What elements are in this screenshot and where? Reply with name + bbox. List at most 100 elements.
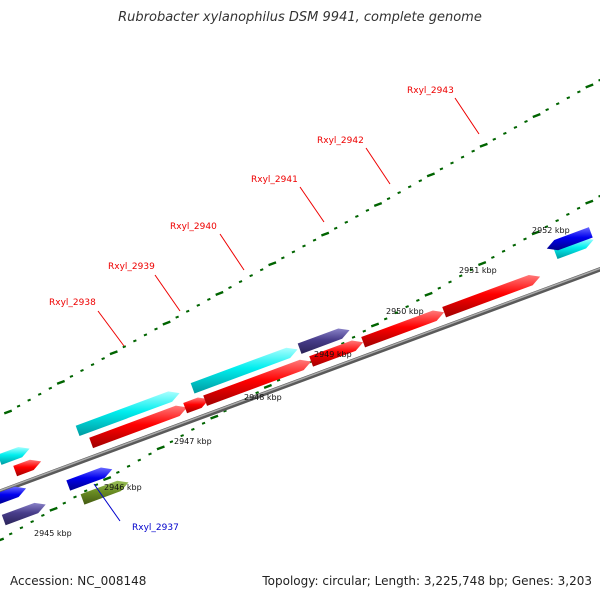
tick-mark <box>0 537 5 542</box>
tick-mark <box>460 155 465 159</box>
tick-mark <box>471 149 475 153</box>
tick-mark <box>585 199 594 205</box>
tick-mark <box>291 250 296 254</box>
tick-mark <box>210 414 219 420</box>
backbone-highlight <box>0 267 600 492</box>
tick-mark <box>477 261 487 267</box>
tick-mark <box>148 452 152 456</box>
tick-mark <box>102 476 112 482</box>
tick-mark <box>439 167 444 171</box>
tick-mark <box>255 391 259 395</box>
tick-mark <box>418 179 423 183</box>
tick-mark <box>80 369 84 372</box>
gene-label: Rxyl_2940 <box>170 222 217 232</box>
kbp-label: 2949 kbp <box>314 350 352 359</box>
tick-mark <box>191 427 195 431</box>
kbp-label: 2952 kbp <box>532 226 570 235</box>
tick-mark <box>302 244 306 248</box>
tick-mark <box>397 191 401 195</box>
gene-arrow-olive <box>80 480 129 505</box>
tick-mark <box>109 350 118 356</box>
tick-mark <box>162 320 171 326</box>
tick-mark <box>16 404 21 408</box>
tick-mark <box>276 378 281 382</box>
tick-mark <box>3 409 13 415</box>
tick-mark <box>207 297 211 301</box>
gene-arrow-blue <box>0 486 27 504</box>
gene-arrow-red <box>442 274 541 318</box>
tick-mark <box>513 125 518 129</box>
leader-line <box>365 147 391 185</box>
tick-mark <box>62 501 67 505</box>
tick-mark <box>122 345 127 349</box>
tick-mark <box>576 206 581 210</box>
tick-mark <box>503 131 507 135</box>
label-leader-lines <box>93 97 480 522</box>
tick-mark <box>143 333 148 337</box>
tick-mark <box>355 214 359 218</box>
tick-mark <box>555 102 560 106</box>
kbp-labels: 2945 kbp 2946 kbp 2947 kbp 2948 kbp 2949 kbp… <box>34 226 570 538</box>
tick-mark <box>56 379 66 385</box>
tick-mark <box>268 261 277 267</box>
tick-mark <box>69 374 74 378</box>
tick-mark <box>544 225 549 229</box>
tick-mark <box>545 108 549 112</box>
gene-arrow-red <box>13 459 42 477</box>
genome-summary-text: Topology: circular; Length: 3,225,748 bp… <box>262 574 592 588</box>
gene-label: Rxyl_2939 <box>108 262 155 272</box>
gene-arrow-red <box>89 405 188 449</box>
gene-arrow-navy <box>1 502 46 526</box>
genome-backbone <box>0 267 600 494</box>
kbp-label: 2946 kbp <box>104 483 142 492</box>
tick-mark <box>362 329 367 333</box>
tick-mark <box>19 526 24 530</box>
tick-mark <box>458 274 463 278</box>
tick-mark <box>598 194 600 198</box>
kbp-label: 2950 kbp <box>386 307 424 316</box>
tick-mark <box>386 197 391 201</box>
kbp-label: 2945 kbp <box>34 529 72 538</box>
tick-mark <box>437 286 442 290</box>
tick-mark <box>37 392 42 396</box>
tick-mark <box>523 237 527 241</box>
tick-mark <box>394 311 399 315</box>
tick-mark <box>577 90 581 94</box>
tick-mark <box>154 327 158 331</box>
gene-label: Rxyl_2941 <box>251 175 298 185</box>
gene-label: Rxyl_2943 <box>407 86 454 96</box>
tick-mark <box>126 464 131 468</box>
tick-mark <box>94 483 99 487</box>
tick-mark <box>137 458 142 462</box>
gene-arrow-cyan <box>0 446 30 465</box>
tick-mark <box>83 489 88 493</box>
gene-features <box>0 227 594 526</box>
leader-line <box>97 310 125 347</box>
tick-mark <box>448 280 452 284</box>
tick-mark <box>566 212 570 216</box>
tick-mark <box>215 290 224 296</box>
gene-arrow-navy <box>297 328 350 354</box>
gene-label: Rxyl_2942 <box>317 136 364 146</box>
tick-mark <box>450 161 454 165</box>
tick-mark <box>101 357 105 361</box>
gene-label: Rxyl_2938 <box>49 298 96 308</box>
kbp-label: 2947 kbp <box>174 437 212 446</box>
backbone-line <box>0 267 600 494</box>
leader-line <box>219 233 245 271</box>
gene-arrow-blue <box>546 227 593 251</box>
tick-mark <box>585 83 594 89</box>
tick-mark <box>27 398 31 402</box>
tick-mark <box>196 303 201 307</box>
tick-mark <box>48 386 53 390</box>
tick-mark <box>491 255 495 259</box>
leader-line <box>299 186 325 223</box>
tick-mark <box>49 506 58 512</box>
tick-mark <box>73 495 77 499</box>
tick-mark <box>405 305 409 309</box>
map-title: Rubrobacter xylanophilus DSM 9941, compl… <box>118 10 482 25</box>
tick-mark <box>116 470 120 474</box>
tick-mark <box>8 532 13 536</box>
gene-arrow-red <box>203 359 312 406</box>
